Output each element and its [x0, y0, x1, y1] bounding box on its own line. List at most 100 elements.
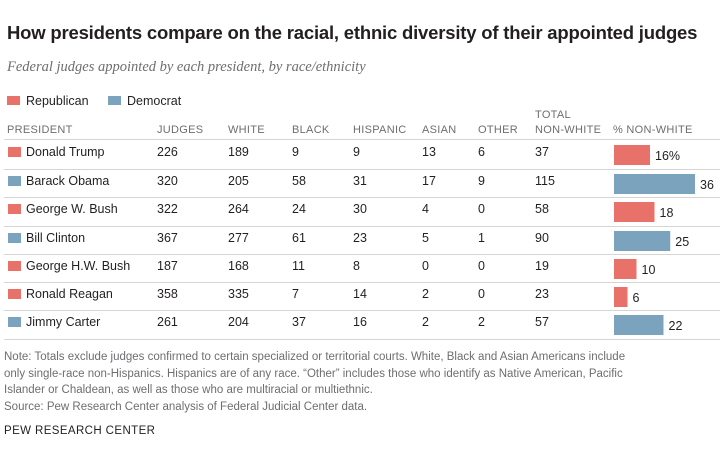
footnote: Note: Totals exclude judges confirmed to…	[4, 349, 714, 415]
legend-label-democrat: Democrat	[127, 94, 182, 108]
legend-label-republican: Republican	[26, 94, 89, 108]
chart-title: How presidents compare on the racial, et…	[7, 22, 698, 43]
party-swatch	[8, 147, 21, 157]
black-count: 58	[292, 174, 306, 188]
header-black: BLACK	[292, 124, 330, 136]
other-count: 0	[478, 287, 485, 301]
president-name: George H.W. Bush	[26, 259, 131, 273]
legend-swatch-republican	[7, 96, 20, 105]
table-row: Ronald Reagan 358 335 7 14 2 0 23	[0, 283, 720, 311]
header-white: WHITE	[228, 124, 265, 136]
source-line: Source: Pew Research Center analysis of …	[4, 400, 368, 413]
table-row: Jimmy Carter 261 204 37 16 2 2 57	[0, 311, 720, 339]
other-count: 6	[478, 145, 485, 159]
hispanic-count: 8	[353, 259, 360, 273]
white-count: 204	[228, 315, 249, 329]
table-row: Barack Obama 320 205 58 31 17 9 115	[0, 170, 720, 198]
white-count: 168	[228, 259, 249, 273]
note-line-2: only single-race non-Hispanics. Hispanic…	[4, 367, 623, 380]
black-count: 9	[292, 145, 299, 159]
party-swatch	[8, 317, 21, 327]
black-count: 24	[292, 202, 306, 216]
chart-subtitle: Federal judges appointed by each preside…	[7, 59, 366, 75]
row-divider	[4, 282, 720, 283]
row-divider	[4, 254, 720, 255]
judges-count: 187	[157, 259, 178, 273]
asian-count: 0	[422, 259, 429, 273]
asian-count: 4	[422, 202, 429, 216]
table-bottom-divider	[4, 339, 720, 340]
note-line-3: Islander or Chaldean, as well as those w…	[4, 384, 373, 396]
judges-count: 261	[157, 315, 178, 329]
header-total-line1: TOTAL	[535, 109, 571, 121]
president-name: George W. Bush	[26, 202, 118, 216]
other-count: 0	[478, 202, 485, 216]
hispanic-count: 23	[353, 231, 367, 245]
hispanic-count: 16	[353, 315, 367, 329]
party-swatch	[8, 176, 21, 186]
party-swatch	[8, 289, 21, 299]
white-count: 277	[228, 231, 249, 245]
other-count: 1	[478, 231, 485, 245]
asian-count: 2	[422, 287, 429, 301]
judges-count: 322	[157, 202, 178, 216]
total-nonwhite: 23	[535, 287, 549, 301]
row-divider	[4, 169, 720, 170]
asian-count: 17	[422, 174, 436, 188]
asian-count: 13	[422, 145, 436, 159]
row-divider	[4, 226, 720, 227]
table-row: Bill Clinton 367 277 61 23 5 1 90	[0, 227, 720, 255]
white-count: 189	[228, 145, 249, 159]
black-count: 11	[292, 259, 305, 273]
total-nonwhite: 58	[535, 202, 549, 216]
header-judges: JUDGES	[157, 124, 204, 136]
legend-item-democrat: Democrat	[108, 94, 181, 108]
total-nonwhite: 115	[535, 174, 555, 188]
other-count: 0	[478, 259, 485, 273]
total-nonwhite: 90	[535, 231, 549, 245]
other-count: 9	[478, 174, 485, 188]
party-swatch	[8, 204, 21, 214]
president-name: Donald Trump	[26, 145, 105, 159]
header-asian: ASIAN	[422, 124, 457, 136]
black-count: 37	[292, 315, 306, 329]
legend-swatch-democrat	[108, 96, 121, 105]
hispanic-count: 9	[353, 145, 360, 159]
header-other: OTHER	[478, 124, 518, 136]
table-row: George W. Bush 322 264 24 30 4 0 58	[0, 198, 720, 226]
white-count: 264	[228, 202, 249, 216]
other-count: 2	[478, 315, 485, 329]
header-hispanic: HISPANIC	[353, 124, 407, 136]
judges-count: 367	[157, 231, 178, 245]
header-pct-nonwhite: % NON-WHITE	[613, 124, 693, 136]
president-name: Ronald Reagan	[26, 287, 113, 301]
table-row: George H.W. Bush 187 168 11 8 0 0 19	[0, 255, 720, 283]
hispanic-count: 30	[353, 202, 367, 216]
party-swatch	[8, 233, 21, 243]
president-name: Jimmy Carter	[26, 315, 101, 329]
judges-count: 320	[157, 174, 178, 188]
legend-item-republican: Republican	[7, 94, 89, 108]
asian-count: 5	[422, 231, 429, 245]
president-name: Bill Clinton	[26, 231, 86, 245]
note-line-1: Note: Totals exclude judges confirmed to…	[4, 351, 626, 363]
header-president: PRESIDENT	[7, 124, 73, 136]
header-divider	[4, 139, 720, 140]
asian-count: 2	[422, 315, 429, 329]
row-divider	[4, 310, 720, 311]
black-count: 7	[292, 287, 299, 301]
hispanic-count: 31	[353, 174, 367, 188]
pew-research-center-logo: PEW RESEARCH CENTER	[4, 425, 156, 437]
president-name: Barack Obama	[26, 174, 110, 188]
party-swatch	[8, 261, 21, 271]
table-row: Donald Trump 226 189 9 9 13 6 37	[0, 141, 720, 169]
white-count: 335	[228, 287, 249, 301]
judges-count: 226	[157, 145, 178, 159]
white-count: 205	[228, 174, 249, 188]
row-divider	[4, 197, 720, 198]
black-count: 61	[292, 231, 306, 245]
total-nonwhite: 37	[535, 145, 549, 159]
header-total-line2: NON-WHITE	[535, 124, 602, 136]
judges-count: 358	[157, 287, 178, 301]
total-nonwhite: 57	[535, 315, 549, 329]
